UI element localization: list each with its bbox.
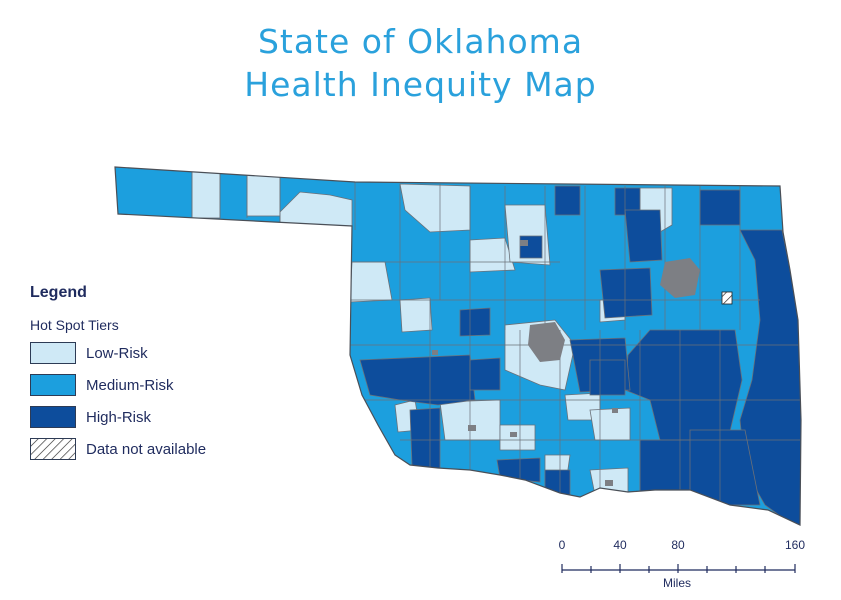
state-outline xyxy=(114,166,802,526)
region-high xyxy=(409,407,441,471)
legend-subheading: Hot Spot Tiers xyxy=(30,317,119,333)
medium-risk-swatch xyxy=(30,374,76,396)
urban-area xyxy=(660,258,700,298)
urban-area xyxy=(528,322,565,362)
region-low xyxy=(589,407,631,441)
high-risk-swatch xyxy=(30,406,76,428)
low-risk-swatch xyxy=(30,342,76,364)
region-low xyxy=(399,183,471,233)
map-title: State of Oklahoma Health Inequity Map xyxy=(0,20,841,106)
legend-label: Medium-Risk xyxy=(86,376,174,394)
legend-label: Data not available xyxy=(86,440,207,458)
legend-item-low-risk: Low-Risk xyxy=(30,341,206,365)
region-high xyxy=(544,469,571,506)
legend-label: High-Risk xyxy=(86,408,152,426)
county-regions xyxy=(115,167,801,525)
region-high xyxy=(589,359,626,396)
scale-tick-80: 80 xyxy=(671,538,685,552)
title-line-1: State of Oklahoma xyxy=(257,22,584,61)
no-data-swatch xyxy=(30,438,76,460)
scale-bar-labels: 0 40 80 160 Miles xyxy=(540,538,820,598)
region-high xyxy=(599,267,653,319)
legend: Legend Hot Spot Tiers Low-Risk Medium-Ri… xyxy=(30,284,206,469)
region-high xyxy=(519,235,543,259)
urban-area xyxy=(432,350,438,355)
legend-heading: Legend xyxy=(30,284,87,301)
region-high xyxy=(469,357,501,391)
region-high xyxy=(699,189,741,226)
title-line-2: Health Inequity Map xyxy=(244,65,597,104)
legend-label: Low-Risk xyxy=(86,344,148,362)
region-high xyxy=(624,209,663,263)
region-low xyxy=(499,424,536,451)
legend-item-high-risk: High-Risk xyxy=(30,405,206,429)
region-low xyxy=(191,169,221,219)
urban-area xyxy=(612,408,618,413)
region-low xyxy=(246,173,281,217)
scale-units: Miles xyxy=(662,576,692,590)
scale-bar xyxy=(561,564,796,573)
region-high xyxy=(459,307,491,337)
urban-area xyxy=(575,515,581,521)
region-no-data xyxy=(721,291,733,305)
legend-item-medium-risk: Medium-Risk xyxy=(30,373,206,397)
urban-area xyxy=(468,425,476,431)
scale-tick-160: 160 xyxy=(784,538,806,552)
legend-item-no-data: Data not available xyxy=(30,437,206,461)
region-high xyxy=(689,429,761,506)
urban-area xyxy=(510,432,517,437)
region-high xyxy=(554,185,581,216)
urban-area xyxy=(520,240,528,246)
region-low xyxy=(399,297,433,333)
region-low xyxy=(349,261,393,303)
urban-area xyxy=(605,480,613,486)
scale-tick-0: 0 xyxy=(558,538,566,552)
scale-tick-40: 40 xyxy=(613,538,627,552)
